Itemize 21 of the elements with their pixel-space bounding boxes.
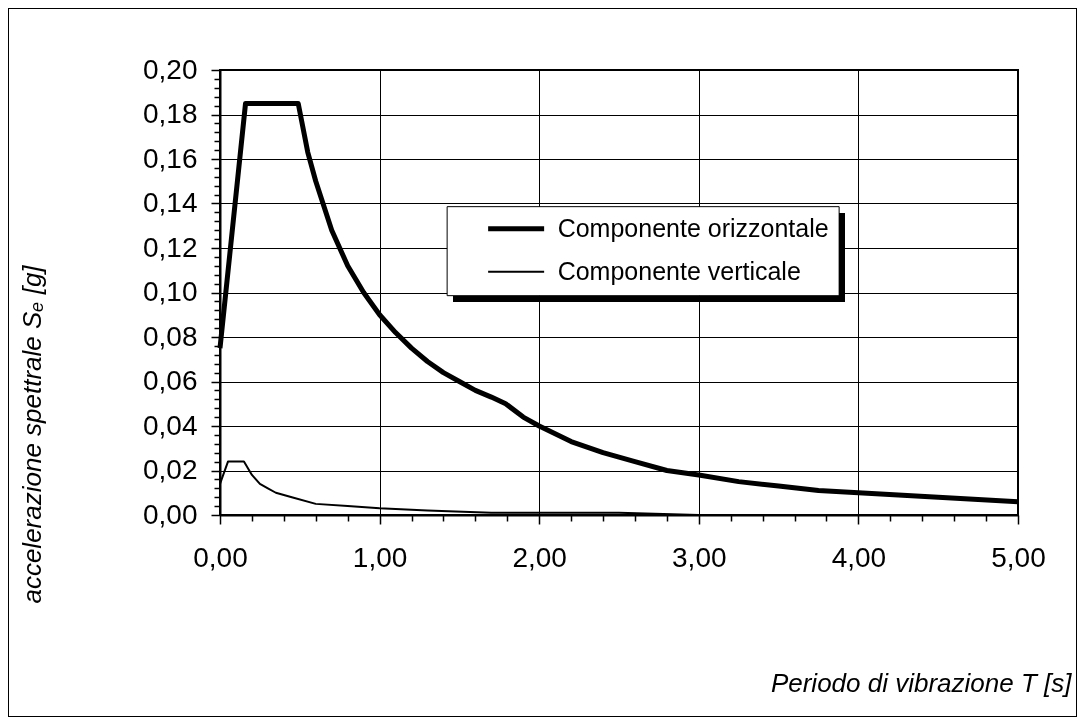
y-tick-label: 0,20 <box>143 53 198 85</box>
legend-label: Componente orizzontale <box>557 213 829 242</box>
y-tick-label: 0,08 <box>143 320 198 352</box>
x-axis-title: Periodo di vibrazione T [s] <box>770 667 1073 698</box>
y-tick-label: 0,18 <box>143 98 198 129</box>
y-axis-title: accelerazione spettrale Sₑ [g] <box>16 264 47 604</box>
y-tick-label: 0,12 <box>143 231 198 263</box>
y-tick-label: 0,06 <box>143 365 198 396</box>
x-tick-label: 0,00 <box>193 541 248 573</box>
y-tick-label: 0,02 <box>143 454 198 485</box>
x-tick-label: 5,00 <box>991 541 1046 573</box>
x-tick-label: 1,00 <box>352 541 408 573</box>
legend-label: Componente verticale <box>557 256 801 285</box>
y-tick-label: 0,16 <box>143 142 198 174</box>
y-tick-label: 0,04 <box>143 409 198 441</box>
y-tick-label: 0,10 <box>143 276 198 307</box>
x-tick-label: 4,00 <box>831 541 887 573</box>
x-tick-label: 3,00 <box>672 541 727 573</box>
y-tick-label: 0,14 <box>143 187 198 218</box>
x-tick-label: 2,00 <box>512 541 567 573</box>
y-tick-label: 0,00 <box>143 498 198 530</box>
